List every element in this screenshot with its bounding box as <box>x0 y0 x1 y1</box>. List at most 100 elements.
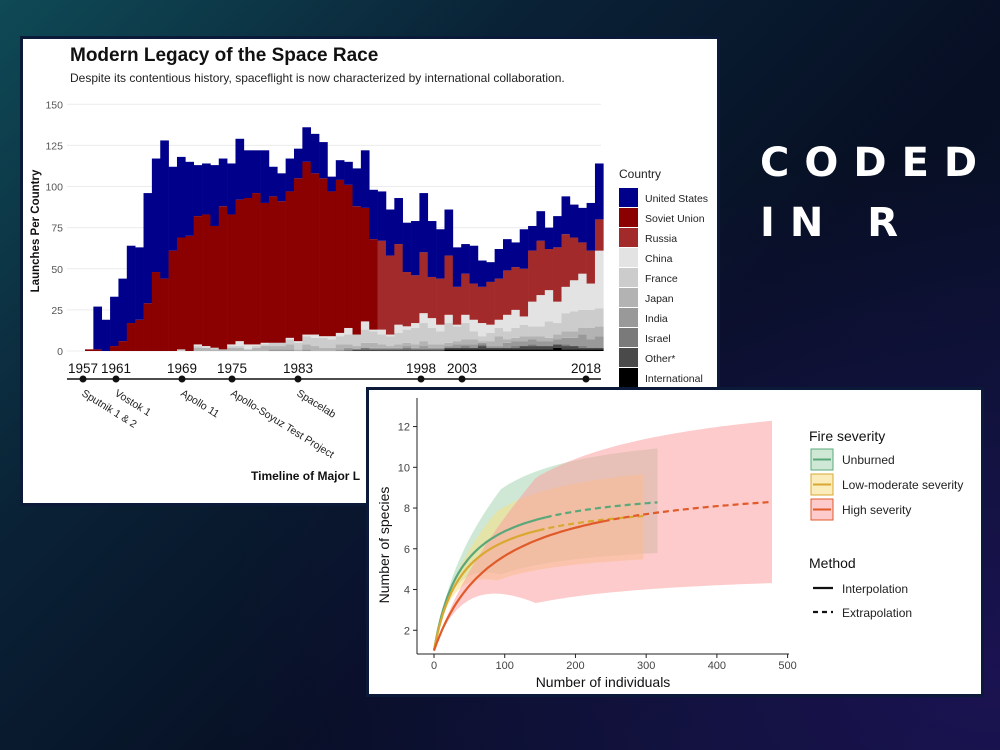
bar-france <box>210 347 220 350</box>
y-tick-label: 10 <box>398 462 410 474</box>
bar-france <box>252 346 261 348</box>
bar-japan <box>553 334 562 340</box>
timeline-year-label: 2018 <box>571 361 601 376</box>
bar-india <box>477 342 487 345</box>
timeline-year-label: 1983 <box>283 361 313 376</box>
bar-israel <box>402 347 412 350</box>
bar-israel <box>578 346 587 348</box>
bar-china <box>285 337 295 340</box>
bar-japan <box>519 336 529 342</box>
bar-japan <box>469 339 479 345</box>
bar-japan <box>486 341 495 347</box>
bar-united-states <box>385 209 395 256</box>
bar-india <box>385 347 395 350</box>
bar-china <box>310 334 320 338</box>
extrapolation-line <box>603 500 773 523</box>
bar-france <box>469 331 479 340</box>
y-axis-label: Launches Per Country <box>30 169 42 292</box>
bar-india <box>486 346 495 348</box>
timeline-year-label: 1975 <box>217 361 247 376</box>
bar-united-states <box>218 158 228 207</box>
legend-label: High severity <box>842 503 911 517</box>
confidence-band-high-severity <box>434 420 772 651</box>
bar-other- <box>503 347 512 350</box>
bar-india <box>452 344 462 348</box>
bar-france <box>452 326 462 342</box>
bar-india <box>586 339 596 348</box>
bar-united-states <box>277 173 286 202</box>
bar-japan <box>385 346 395 348</box>
y-tick-label: 75 <box>51 223 63 235</box>
bar-china <box>377 329 387 335</box>
timeline-dot <box>294 375 302 383</box>
bar-japan <box>243 349 253 351</box>
bar-china <box>594 250 604 309</box>
bar-united-states <box>561 196 571 235</box>
bar-international <box>503 349 512 351</box>
axes: 0 100 200 300 400 500 2 4 6 8 10 12 <box>398 398 797 672</box>
bar-japan <box>578 327 587 335</box>
bar-china <box>536 295 546 327</box>
bar-japan <box>444 342 454 347</box>
bar-japan <box>544 337 554 342</box>
bar-india <box>335 349 345 351</box>
bar-united-states <box>110 296 119 347</box>
bar-india <box>394 347 403 350</box>
bar-japan <box>268 346 278 350</box>
bar-japan <box>310 346 320 351</box>
bar-soviet-union <box>218 206 228 350</box>
bar-japan <box>494 336 504 347</box>
bar-soviet-union <box>277 201 286 343</box>
timeline-dot <box>228 375 236 383</box>
bar-france <box>411 327 420 345</box>
legend-label: Soviet Union <box>645 213 705 225</box>
bar-other- <box>561 346 571 350</box>
bar-united-states <box>160 140 169 279</box>
bar-china <box>402 326 412 330</box>
bar-united-states <box>168 166 178 251</box>
bar-russia <box>436 278 445 325</box>
bar-soviet-union <box>252 193 261 345</box>
bar-japan <box>452 341 462 345</box>
bar-international <box>594 349 604 351</box>
bar-other- <box>494 347 504 350</box>
bar-united-states <box>553 216 562 248</box>
bar-other- <box>436 349 445 351</box>
bar-france <box>427 327 437 345</box>
bar-united-states <box>402 222 412 273</box>
bar-united-states <box>461 244 470 274</box>
bar-soviet-union <box>285 191 295 338</box>
y-axis-label: Number of species <box>376 487 392 604</box>
bar-united-states <box>344 161 353 185</box>
bar-russia <box>553 247 562 302</box>
bar-soviet-union <box>360 207 370 322</box>
bar-international <box>494 349 504 351</box>
bar-india <box>411 347 420 350</box>
bar-russia <box>427 276 437 319</box>
bar-united-states <box>118 278 128 342</box>
bar-united-states <box>243 150 253 199</box>
bar-china <box>227 344 236 347</box>
bar-other- <box>461 347 470 350</box>
x-tick-label: 400 <box>708 660 726 672</box>
timeline-dot <box>458 375 466 383</box>
y-tick-label: 12 <box>398 422 410 434</box>
bar-united-states <box>578 207 587 243</box>
bar-japan <box>427 344 437 348</box>
bar-united-states <box>369 189 378 240</box>
bar-united-states <box>126 245 136 324</box>
bar-india <box>544 341 554 347</box>
bar-united-states <box>135 247 144 320</box>
bar-united-states <box>411 221 420 276</box>
bar-china <box>553 301 562 324</box>
bar-other- <box>402 349 412 351</box>
bar-international <box>561 349 571 351</box>
x-tick-label: 200 <box>566 660 584 672</box>
bar-russia <box>461 273 470 315</box>
y-tick-label: 125 <box>45 140 63 152</box>
bar-other- <box>536 346 546 350</box>
bar-india <box>344 347 353 350</box>
bar-other- <box>553 344 562 348</box>
timeline-dot <box>178 375 186 383</box>
bar-united-states <box>93 306 103 350</box>
